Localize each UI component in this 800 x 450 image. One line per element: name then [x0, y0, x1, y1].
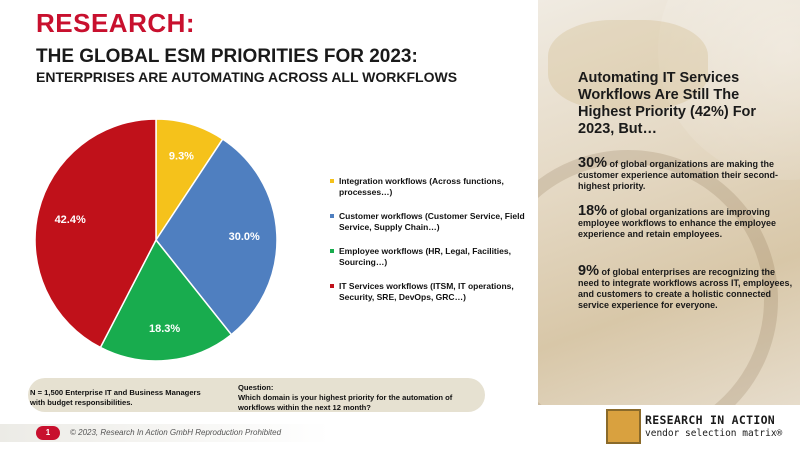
pie-chart: 9.3% 30.0% 18.3% 42.4% [34, 118, 278, 362]
legend-label: Employee workflows (HR, Legal, Facilitie… [339, 246, 511, 267]
legend-label: Integration workflows (Across functions,… [339, 176, 504, 197]
legend-item-employee: Employee workflows (HR, Legal, Facilitie… [330, 246, 530, 268]
pie-label-employee: 18.3% [149, 323, 180, 335]
section-label: RESEARCH: [36, 8, 196, 38]
legend-label: IT Services workflows (ITSM, IT operatio… [339, 281, 514, 302]
legend-marker [330, 284, 334, 288]
stat-number: 9% [578, 263, 599, 279]
logo-wordmark: RESEARCH IN ACTION [645, 413, 776, 427]
legend-item-integration: Integration workflows (Across functions,… [330, 176, 530, 198]
legend-marker [330, 179, 334, 183]
logo-icon [606, 409, 641, 444]
pie-slice-employee [99, 238, 233, 362]
stat-integration: 9% of global enterprises are recognizing… [578, 263, 793, 311]
question-text: Which domain is your highest priority fo… [238, 393, 453, 412]
pie-label-integration: 9.3% [169, 150, 194, 162]
stat-number: 18% [578, 203, 608, 219]
slide-title: THE GLOBAL ESM PRIORITIES FOR 2023: [36, 46, 418, 67]
stat-number: 30% [578, 155, 608, 171]
note-box [28, 378, 485, 412]
footer-bar [0, 424, 330, 442]
stat-customer: 30% of global organizations are making t… [578, 155, 793, 192]
legend-label: Customer workflows (Customer Service, Fi… [339, 211, 525, 232]
page-number: 1 [36, 426, 60, 440]
pie-slice-it-services [34, 118, 157, 349]
stat-text: of global enterprises are recognizing th… [578, 267, 793, 310]
panel-heading: Automating IT Services Workflows Are Sti… [578, 70, 757, 137]
stat-text: of global organizations are making the c… [578, 159, 779, 191]
copyright-text: © 2023, Research In Action GmbH Reproduc… [70, 428, 282, 437]
legend-marker [330, 214, 334, 218]
pie-label-it-services: 42.4% [55, 214, 86, 226]
pie-slice-customer [155, 138, 278, 336]
legend-marker [330, 249, 334, 253]
legend-item-it-services: IT Services workflows (ITSM, IT operatio… [330, 281, 530, 303]
background-decoration [548, 20, 708, 110]
question-label: Question: [238, 383, 274, 392]
logo-tagline: vendor selection matrix® [645, 428, 783, 439]
stat-text: of global organizations are improving em… [578, 207, 777, 239]
insight-panel: Automating IT Services Workflows Are Sti… [538, 0, 800, 405]
stat-employee: 18% of global organizations are improvin… [578, 203, 793, 240]
pie-label-customer: 30.0% [229, 231, 260, 243]
chart-legend: Integration workflows (Across functions,… [330, 176, 530, 316]
legend-item-customer: Customer workflows (Customer Service, Fi… [330, 211, 530, 233]
sample-note: N = 1,500 Enterprise IT and Business Man… [30, 388, 201, 407]
slide-subtitle: ENTERPRISES ARE AUTOMATING ACROSS ALL WO… [36, 69, 458, 85]
